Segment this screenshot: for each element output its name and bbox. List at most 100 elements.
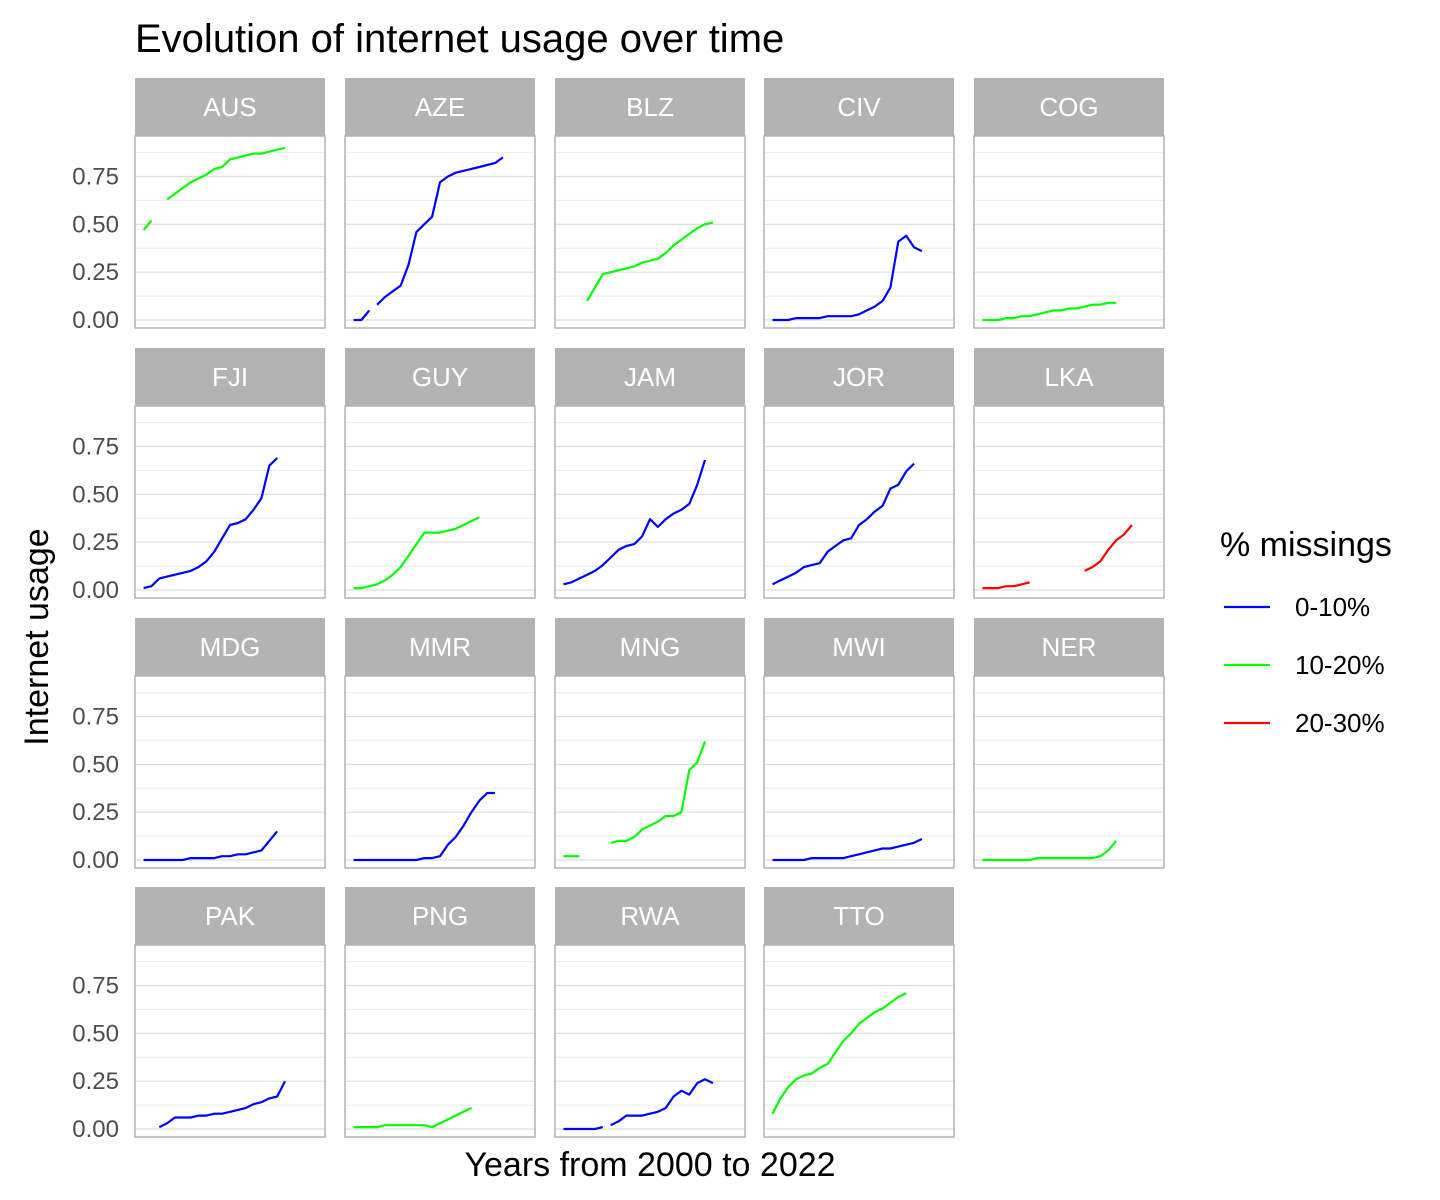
panel-aus: AUS 0.00 0.25 0.50 0.75 bbox=[72, 78, 326, 334]
y-tick-label: 0.75 bbox=[72, 704, 119, 731]
y-tick-label: 0.00 bbox=[72, 847, 119, 874]
panel-border bbox=[763, 675, 955, 869]
panel-mng: MNG bbox=[554, 618, 746, 869]
strip-background bbox=[135, 78, 325, 136]
strip-background bbox=[555, 887, 745, 945]
strip-background bbox=[135, 618, 325, 676]
panel-border bbox=[763, 944, 955, 1138]
y-tick-label: 0.00 bbox=[72, 307, 119, 334]
y-tick-label: 0.50 bbox=[72, 751, 119, 778]
series-line bbox=[166, 146, 286, 201]
series-line bbox=[143, 830, 279, 862]
panel-border bbox=[134, 675, 326, 869]
panel-border bbox=[344, 675, 536, 869]
panel-background bbox=[345, 406, 535, 598]
panel-png: PNG bbox=[344, 887, 536, 1138]
panel-rwa: RWA bbox=[554, 887, 746, 1138]
strip-label: JOR bbox=[833, 362, 885, 392]
panel-cog: COG bbox=[973, 78, 1165, 329]
strip-label: COG bbox=[1039, 92, 1098, 122]
panel-background bbox=[555, 945, 745, 1137]
strip-background bbox=[974, 618, 1164, 676]
panel-jam: JAM bbox=[554, 348, 746, 599]
strip-label: CIV bbox=[837, 92, 881, 122]
strip-label: FJI bbox=[212, 362, 248, 392]
panel-civ: CIV bbox=[763, 78, 955, 329]
strip-label: AZE bbox=[415, 92, 466, 122]
strip-background bbox=[974, 348, 1164, 406]
strip-label: GUY bbox=[412, 362, 468, 392]
strip-background bbox=[345, 78, 535, 136]
panel-background bbox=[135, 406, 325, 598]
strip-label: RWA bbox=[620, 901, 680, 931]
panel-mmr: MMR bbox=[344, 618, 536, 869]
panel-border bbox=[763, 405, 955, 599]
panel-background bbox=[974, 676, 1164, 868]
strip-label: MMR bbox=[409, 632, 471, 662]
strip-background bbox=[345, 348, 535, 406]
y-tick-label: 0.50 bbox=[72, 211, 119, 238]
strip-label: NER bbox=[1042, 632, 1097, 662]
panel-border bbox=[554, 675, 746, 869]
y-axis-title: Internet usage bbox=[18, 528, 56, 745]
strip-label: PNG bbox=[412, 901, 468, 931]
panel-background bbox=[764, 136, 954, 328]
series-line bbox=[772, 234, 923, 322]
panel-border bbox=[134, 135, 326, 329]
legend-entry: 20-30% bbox=[1224, 708, 1385, 738]
series-line bbox=[353, 791, 495, 862]
panel-pak: PAK 0.00 0.25 0.50 0.75 bbox=[72, 887, 326, 1143]
series-line bbox=[982, 581, 1030, 590]
series-line bbox=[563, 459, 707, 586]
strip-background bbox=[764, 618, 954, 676]
series-line bbox=[376, 156, 504, 306]
series-line bbox=[610, 741, 707, 844]
strip-label: TTO bbox=[833, 901, 885, 931]
panel-border bbox=[763, 135, 955, 329]
y-tick-label: 0.50 bbox=[72, 1020, 119, 1047]
panel-jor: JOR bbox=[763, 348, 955, 599]
strip-label: BLZ bbox=[626, 92, 674, 122]
y-tick-label: 0.50 bbox=[72, 481, 119, 508]
strip-background bbox=[345, 887, 535, 945]
panel-background bbox=[555, 136, 745, 328]
panel-border bbox=[973, 135, 1165, 329]
y-tick-label: 0.00 bbox=[72, 577, 119, 604]
series-line bbox=[586, 221, 714, 302]
panel-background bbox=[135, 676, 325, 868]
strip-background bbox=[974, 78, 1164, 136]
strip-label: LKA bbox=[1044, 362, 1094, 392]
y-tick-label: 0.25 bbox=[72, 799, 119, 826]
legend-entries: 0-10% 10-20% 20-30% bbox=[1224, 592, 1385, 738]
strip-background bbox=[555, 348, 745, 406]
panel-background bbox=[555, 676, 745, 868]
strip-background bbox=[345, 618, 535, 676]
legend-entry: 0-10% bbox=[1224, 592, 1370, 622]
panel-background bbox=[135, 136, 325, 328]
panel-background bbox=[345, 676, 535, 868]
strip-label: MNG bbox=[620, 632, 681, 662]
series-line bbox=[1084, 524, 1133, 572]
panel-border bbox=[554, 405, 746, 599]
chart-title: Evolution of internet usage over time bbox=[135, 17, 784, 61]
panel-border bbox=[554, 944, 746, 1138]
y-tick-label: 0.25 bbox=[72, 259, 119, 286]
series-line bbox=[353, 516, 480, 590]
y-tick-label: 0.75 bbox=[72, 973, 119, 1000]
legend-title: % missings bbox=[1220, 526, 1392, 564]
panel-tto: TTO bbox=[763, 887, 955, 1138]
legend-label: 20-30% bbox=[1295, 708, 1385, 738]
strip-background bbox=[764, 887, 954, 945]
legend-label: 0-10% bbox=[1295, 592, 1370, 622]
panel-background bbox=[555, 406, 745, 598]
panel-background bbox=[764, 406, 954, 598]
panel-border bbox=[554, 135, 746, 329]
panel-fji: FJI 0.00 0.25 0.50 0.75 bbox=[72, 348, 326, 604]
panel-aze: AZE bbox=[344, 78, 536, 329]
y-tick-label: 0.00 bbox=[72, 1116, 119, 1143]
series-line bbox=[982, 301, 1117, 322]
x-axis-title: Years from 2000 to 2022 bbox=[464, 1146, 835, 1184]
legend: % missings 0-10% 10-20% 20-30% bbox=[1220, 526, 1392, 738]
panel-border bbox=[134, 405, 326, 599]
panel-mdg: MDG 0.00 0.25 0.50 0.75 bbox=[72, 618, 326, 874]
